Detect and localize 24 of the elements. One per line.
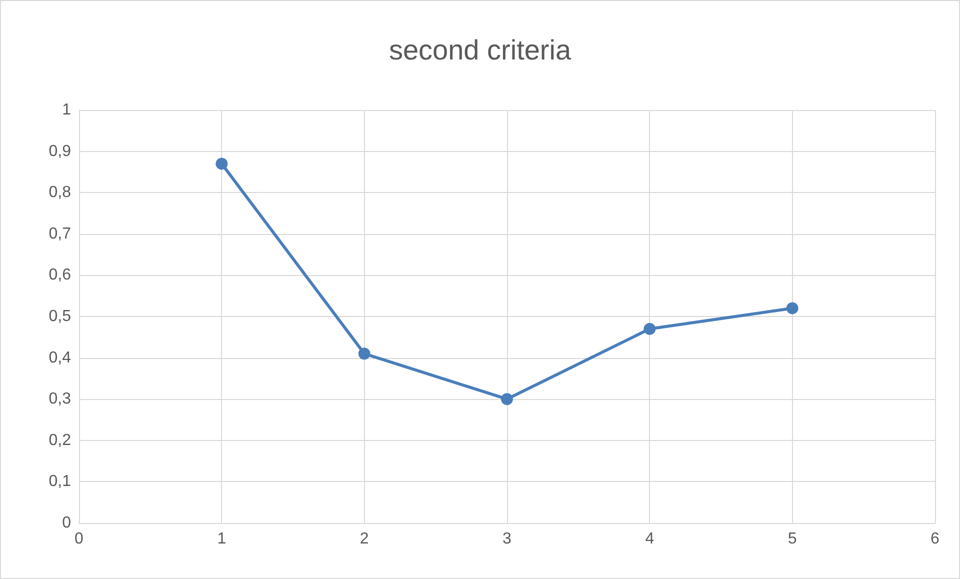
x-tick-label: 2 [360, 530, 369, 548]
y-tick-label: 0,9 [48, 142, 72, 160]
x-tick-label: 6 [930, 530, 940, 548]
x-tick-label: 1 [217, 530, 226, 548]
y-tick-label: 0,3 [48, 390, 72, 408]
y-tick-label: 0,4 [48, 349, 72, 366]
point [501, 393, 513, 406]
x-tick-label: 5 [788, 530, 797, 548]
x-tick-label: 4 [645, 530, 654, 548]
y-tick-label: 0,7 [48, 225, 72, 242]
y-tick-label: 0,5 [48, 308, 72, 325]
point [786, 302, 798, 314]
chart-title: second criteria [388, 34, 572, 66]
y-tick-label: 1 [62, 102, 72, 118]
y-tick-label: 0,2 [48, 432, 72, 449]
y-tick-label: 0,1 [48, 473, 72, 490]
point [216, 158, 228, 170]
point [644, 322, 656, 335]
y-tick-label: 0 [62, 514, 72, 532]
y-tick-label: 0,8 [48, 184, 72, 202]
y-tick-label: 0,6 [48, 266, 72, 284]
x-tick-label: 3 [502, 530, 512, 548]
point [358, 348, 370, 360]
x-tick-label: 0 [74, 530, 84, 548]
